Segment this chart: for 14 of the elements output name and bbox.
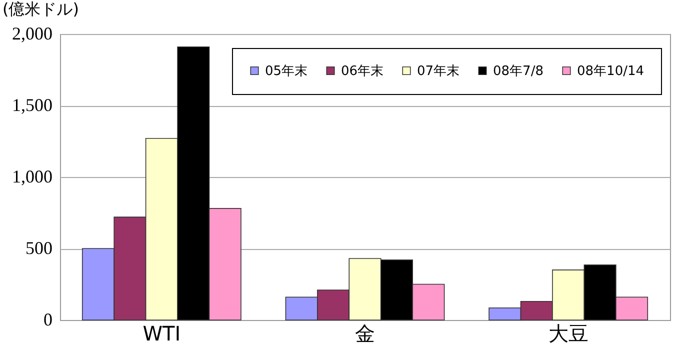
x-tick-label: 大豆 — [548, 322, 588, 346]
y-tick-label: 1,500 — [12, 95, 52, 115]
y-tick-label: 0 — [44, 310, 52, 330]
legend-label: 08年10/14 — [577, 64, 644, 79]
legend-label: 06年末 — [341, 64, 384, 79]
x-tick-label: WTI — [142, 322, 181, 346]
y-axis-title: (億米ドル) — [2, 0, 79, 18]
legend-label: 08年7/8 — [493, 64, 544, 79]
legend-label: 05年末 — [265, 64, 308, 79]
y-tick-label: 1,000 — [12, 166, 52, 186]
y-tick-label: 2,000 — [12, 24, 52, 44]
y-tick-label: 500 — [26, 238, 52, 258]
legend-label: 07年末 — [417, 64, 460, 79]
x-tick-label: 金 — [355, 322, 375, 346]
